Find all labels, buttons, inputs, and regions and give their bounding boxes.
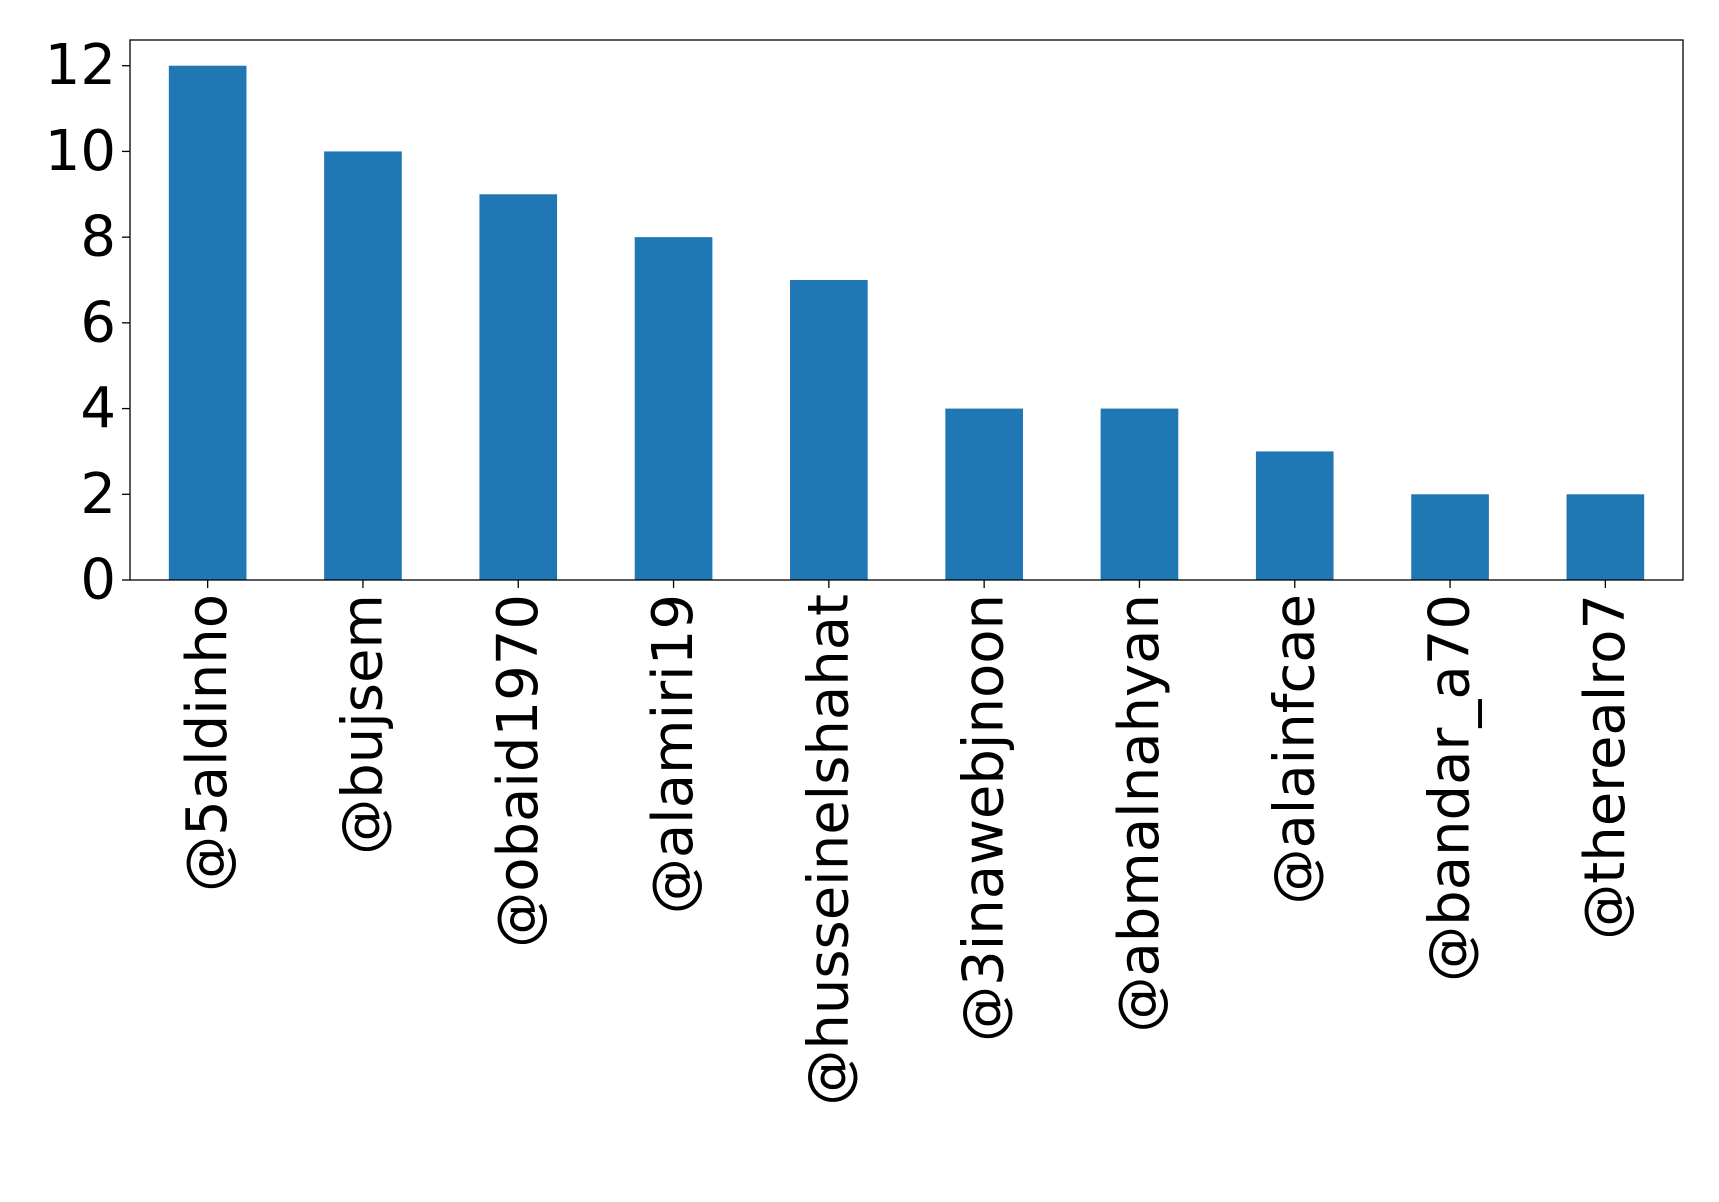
bar-6 <box>1100 408 1179 580</box>
bar-1 <box>324 151 402 580</box>
bar-5 <box>945 408 1023 580</box>
y-tick-label-4: 8 <box>80 205 116 270</box>
bar-0 <box>168 65 247 580</box>
x-tick-label-1: @bujsem <box>330 594 395 855</box>
y-axis: 0 2 4 6 8 10 12 <box>45 33 130 613</box>
y-tick-label-6: 12 <box>45 33 116 98</box>
bar-4 <box>790 280 868 580</box>
bars-layer <box>168 65 1645 581</box>
x-tick-label-5: @3inawebjnoon <box>952 594 1017 1042</box>
x-tick-label-6: @abmalnahyan <box>1107 594 1172 1033</box>
x-tick-label-2: @obaid1970 <box>486 594 551 948</box>
bar-7 <box>1255 451 1334 580</box>
bar-9 <box>1566 494 1645 580</box>
bar-2 <box>479 194 558 581</box>
y-tick-label-0: 0 <box>80 548 116 613</box>
y-tick-label-2: 4 <box>80 376 116 441</box>
x-axis: @5aldinho @bujsem @obaid1970 @alamiri19 @hus… <box>175 580 1638 1106</box>
x-tick-label-9: @therealro7 <box>1573 594 1638 940</box>
x-tick-label-7: @alainfcae <box>1262 594 1327 905</box>
y-tick-label-5: 10 <box>45 119 116 184</box>
x-tick-label-8: @bandar_a70 <box>1418 594 1483 982</box>
y-tick-label-3: 6 <box>80 290 116 355</box>
bar-8 <box>1411 494 1489 580</box>
x-tick-label-3: @alamiri19 <box>641 594 706 914</box>
x-tick-label-0: @5aldinho <box>175 594 240 892</box>
bar-3 <box>634 237 713 580</box>
y-tick-label-1: 2 <box>80 462 116 527</box>
plot-frame <box>129 39 1684 581</box>
x-tick-label-4: @husseinelshahat <box>796 594 861 1106</box>
